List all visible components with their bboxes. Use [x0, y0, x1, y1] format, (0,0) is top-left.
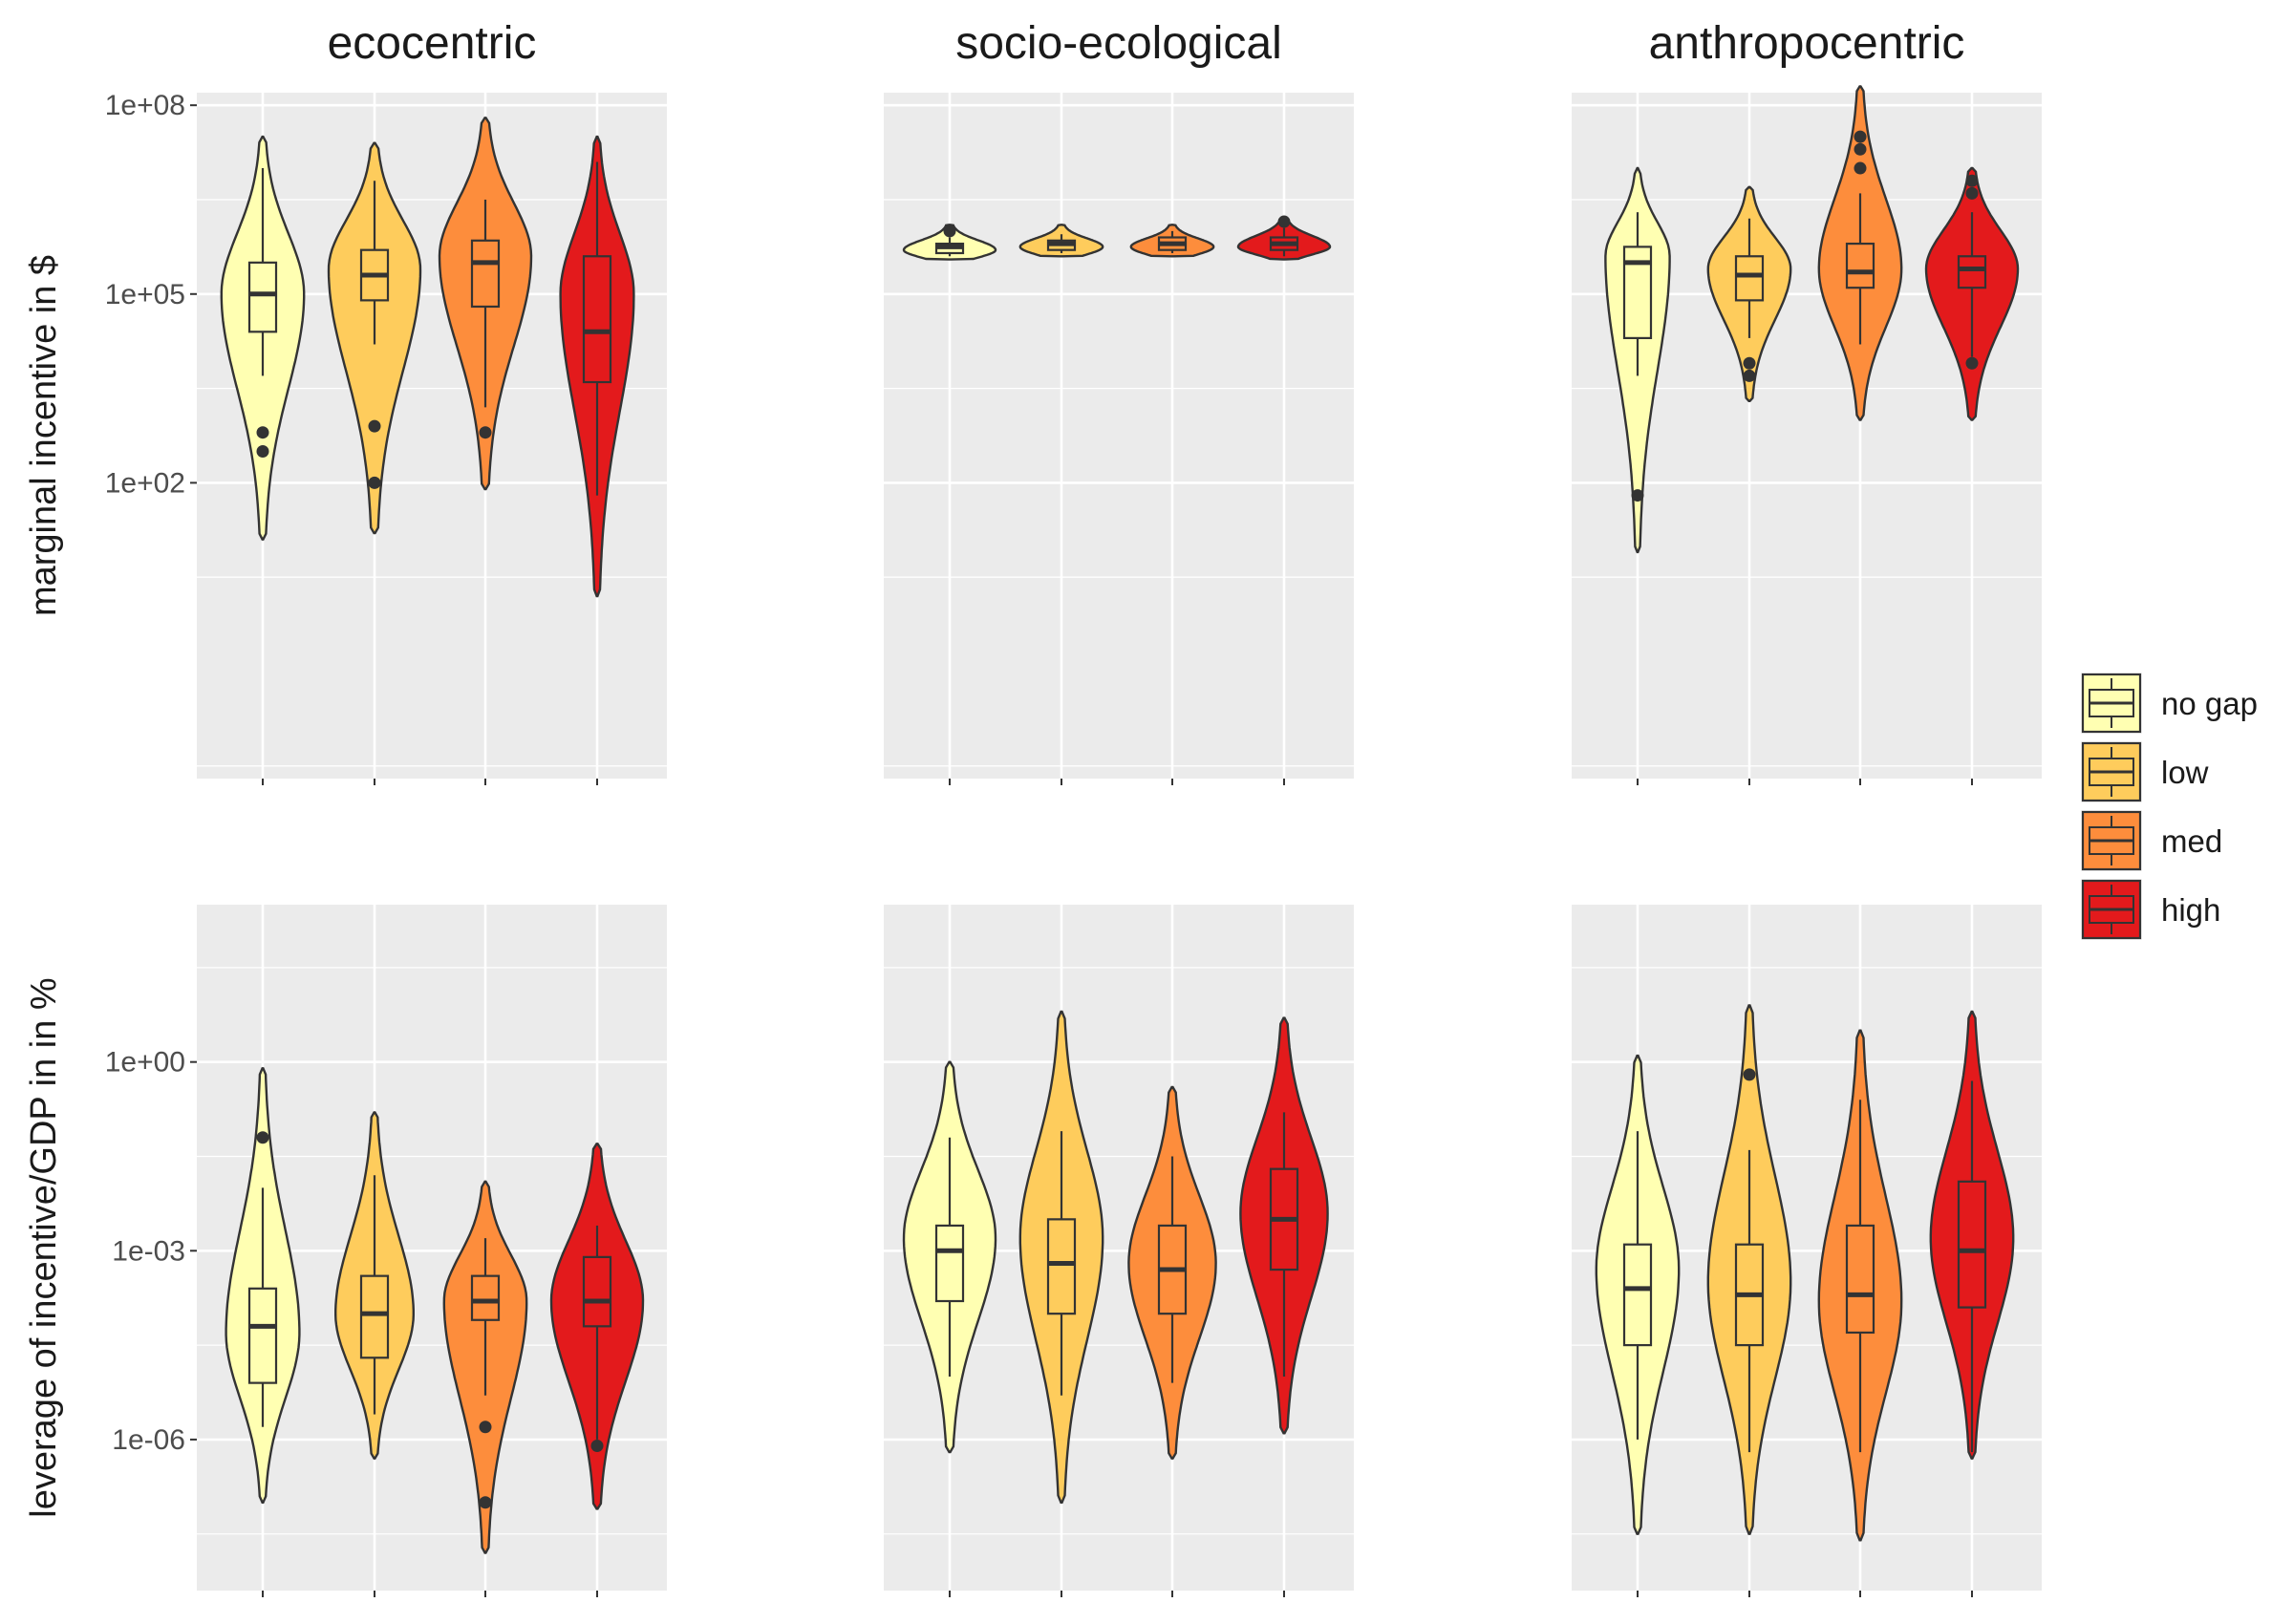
legend-label: no gap [2161, 686, 2258, 721]
violin-high [559, 135, 635, 598]
y-axis-title: leverage of incentive/GDP in in % [24, 977, 64, 1517]
panel-0-anthropocentric [1572, 85, 2042, 785]
box [470, 1274, 501, 1321]
violin-low [1018, 1010, 1104, 1504]
violin-high [1929, 1010, 2015, 1460]
violin-med [1129, 224, 1215, 258]
legend: no gap low med high [2081, 673, 2258, 940]
violin-high [1924, 166, 2020, 421]
y-tick-label: 1e-03 [112, 1235, 185, 1267]
outlier-point [1965, 356, 1979, 370]
outlier-point [1743, 369, 1756, 382]
panel-0-ecocentric: 1e+02 1e+05 1e+08 [105, 90, 667, 785]
legend-item-no-gap: no gap [2081, 673, 2258, 734]
legend-item-low: low [2081, 741, 2209, 802]
violin-low [1706, 185, 1792, 402]
box [1957, 255, 1987, 289]
outlier-point [479, 1496, 492, 1509]
facet-title-anthropocentric: anthropocentric [1649, 18, 1965, 69]
panel-1-socio-ecological [884, 905, 1354, 1597]
violin-med [1817, 85, 1903, 421]
facet-strips: ecocentric socio-ecological anthropocentri… [328, 18, 1965, 69]
box [1622, 1243, 1653, 1347]
box [934, 1224, 965, 1303]
facet-title-socio-ecological: socio-ecological [955, 18, 1282, 69]
violin-low [327, 141, 422, 535]
violin-med [438, 117, 533, 491]
outlier-point [479, 1421, 492, 1434]
legend-item-high: high [2081, 879, 2220, 940]
violin-high [549, 1143, 645, 1510]
box [1845, 242, 1875, 289]
outlier-point [1854, 130, 1867, 143]
box [1957, 1180, 1987, 1309]
outlier-point [1277, 215, 1291, 228]
violin-no-gap [220, 135, 306, 541]
violin-high [1239, 1016, 1329, 1435]
panel-1-anthropocentric [1572, 905, 2042, 1597]
box [359, 1274, 390, 1359]
legend-label: med [2161, 823, 2222, 859]
outlier-point [943, 224, 956, 238]
box [582, 1255, 612, 1328]
violin-low [1706, 1004, 1792, 1535]
y-tick-label: 1e+08 [105, 90, 185, 121]
outlier-point [368, 476, 381, 489]
legend-item-med: med [2081, 810, 2222, 871]
violin-no-gap [1604, 166, 1671, 554]
violin-low [1018, 224, 1104, 258]
panel-1-ecocentric: 1e+00 1e-03 1e-06 [105, 905, 667, 1597]
box [247, 1287, 278, 1384]
panel-0-socio-ecological [884, 93, 1354, 785]
outlier-point [1631, 489, 1644, 502]
outlier-point [1965, 174, 1979, 187]
violin-no-gap [902, 224, 997, 261]
outlier-point [1965, 186, 1979, 200]
panels-layer: 1e+02 1e+05 1e+08 1e+00 1e-03 1e-06 [105, 85, 2042, 1597]
y-tick-label: 1e-06 [112, 1424, 185, 1456]
box [582, 255, 612, 384]
box [247, 261, 278, 333]
box [470, 239, 501, 309]
outlier-point [368, 419, 381, 433]
legend-label: high [2161, 892, 2220, 928]
outlier-point [1743, 356, 1756, 370]
outlier-point [590, 1439, 604, 1452]
violin-med [1817, 1029, 1903, 1542]
y-tick-label: 1e+00 [105, 1047, 185, 1079]
y-axis-title: marginal incentive in $ [24, 255, 64, 616]
outlier-point [256, 1131, 269, 1144]
facet-title-ecocentric: ecocentric [328, 18, 537, 69]
y-tick-label: 1e+05 [105, 279, 185, 310]
box [1734, 255, 1765, 302]
legend-label: low [2161, 755, 2209, 790]
violin-med [442, 1180, 528, 1554]
violin-med [1127, 1085, 1217, 1460]
y-axis-titles: marginal incentive in $ leverage of incen… [24, 255, 64, 1518]
violin-high [1236, 215, 1332, 261]
violin-no-gap [902, 1060, 997, 1454]
outlier-point [256, 444, 269, 458]
violin-no-gap [1595, 1054, 1681, 1535]
violin-low [334, 1111, 415, 1460]
violin-no-gap [225, 1067, 301, 1504]
outlier-point [479, 426, 492, 439]
panel-background [884, 93, 1354, 779]
box [1046, 1218, 1077, 1315]
box [1845, 1224, 1875, 1335]
outlier-point [1854, 142, 1867, 156]
outlier-point [256, 426, 269, 439]
outlier-point [1854, 161, 1867, 175]
y-tick-label: 1e+02 [105, 467, 185, 499]
outlier-point [1743, 1068, 1756, 1081]
